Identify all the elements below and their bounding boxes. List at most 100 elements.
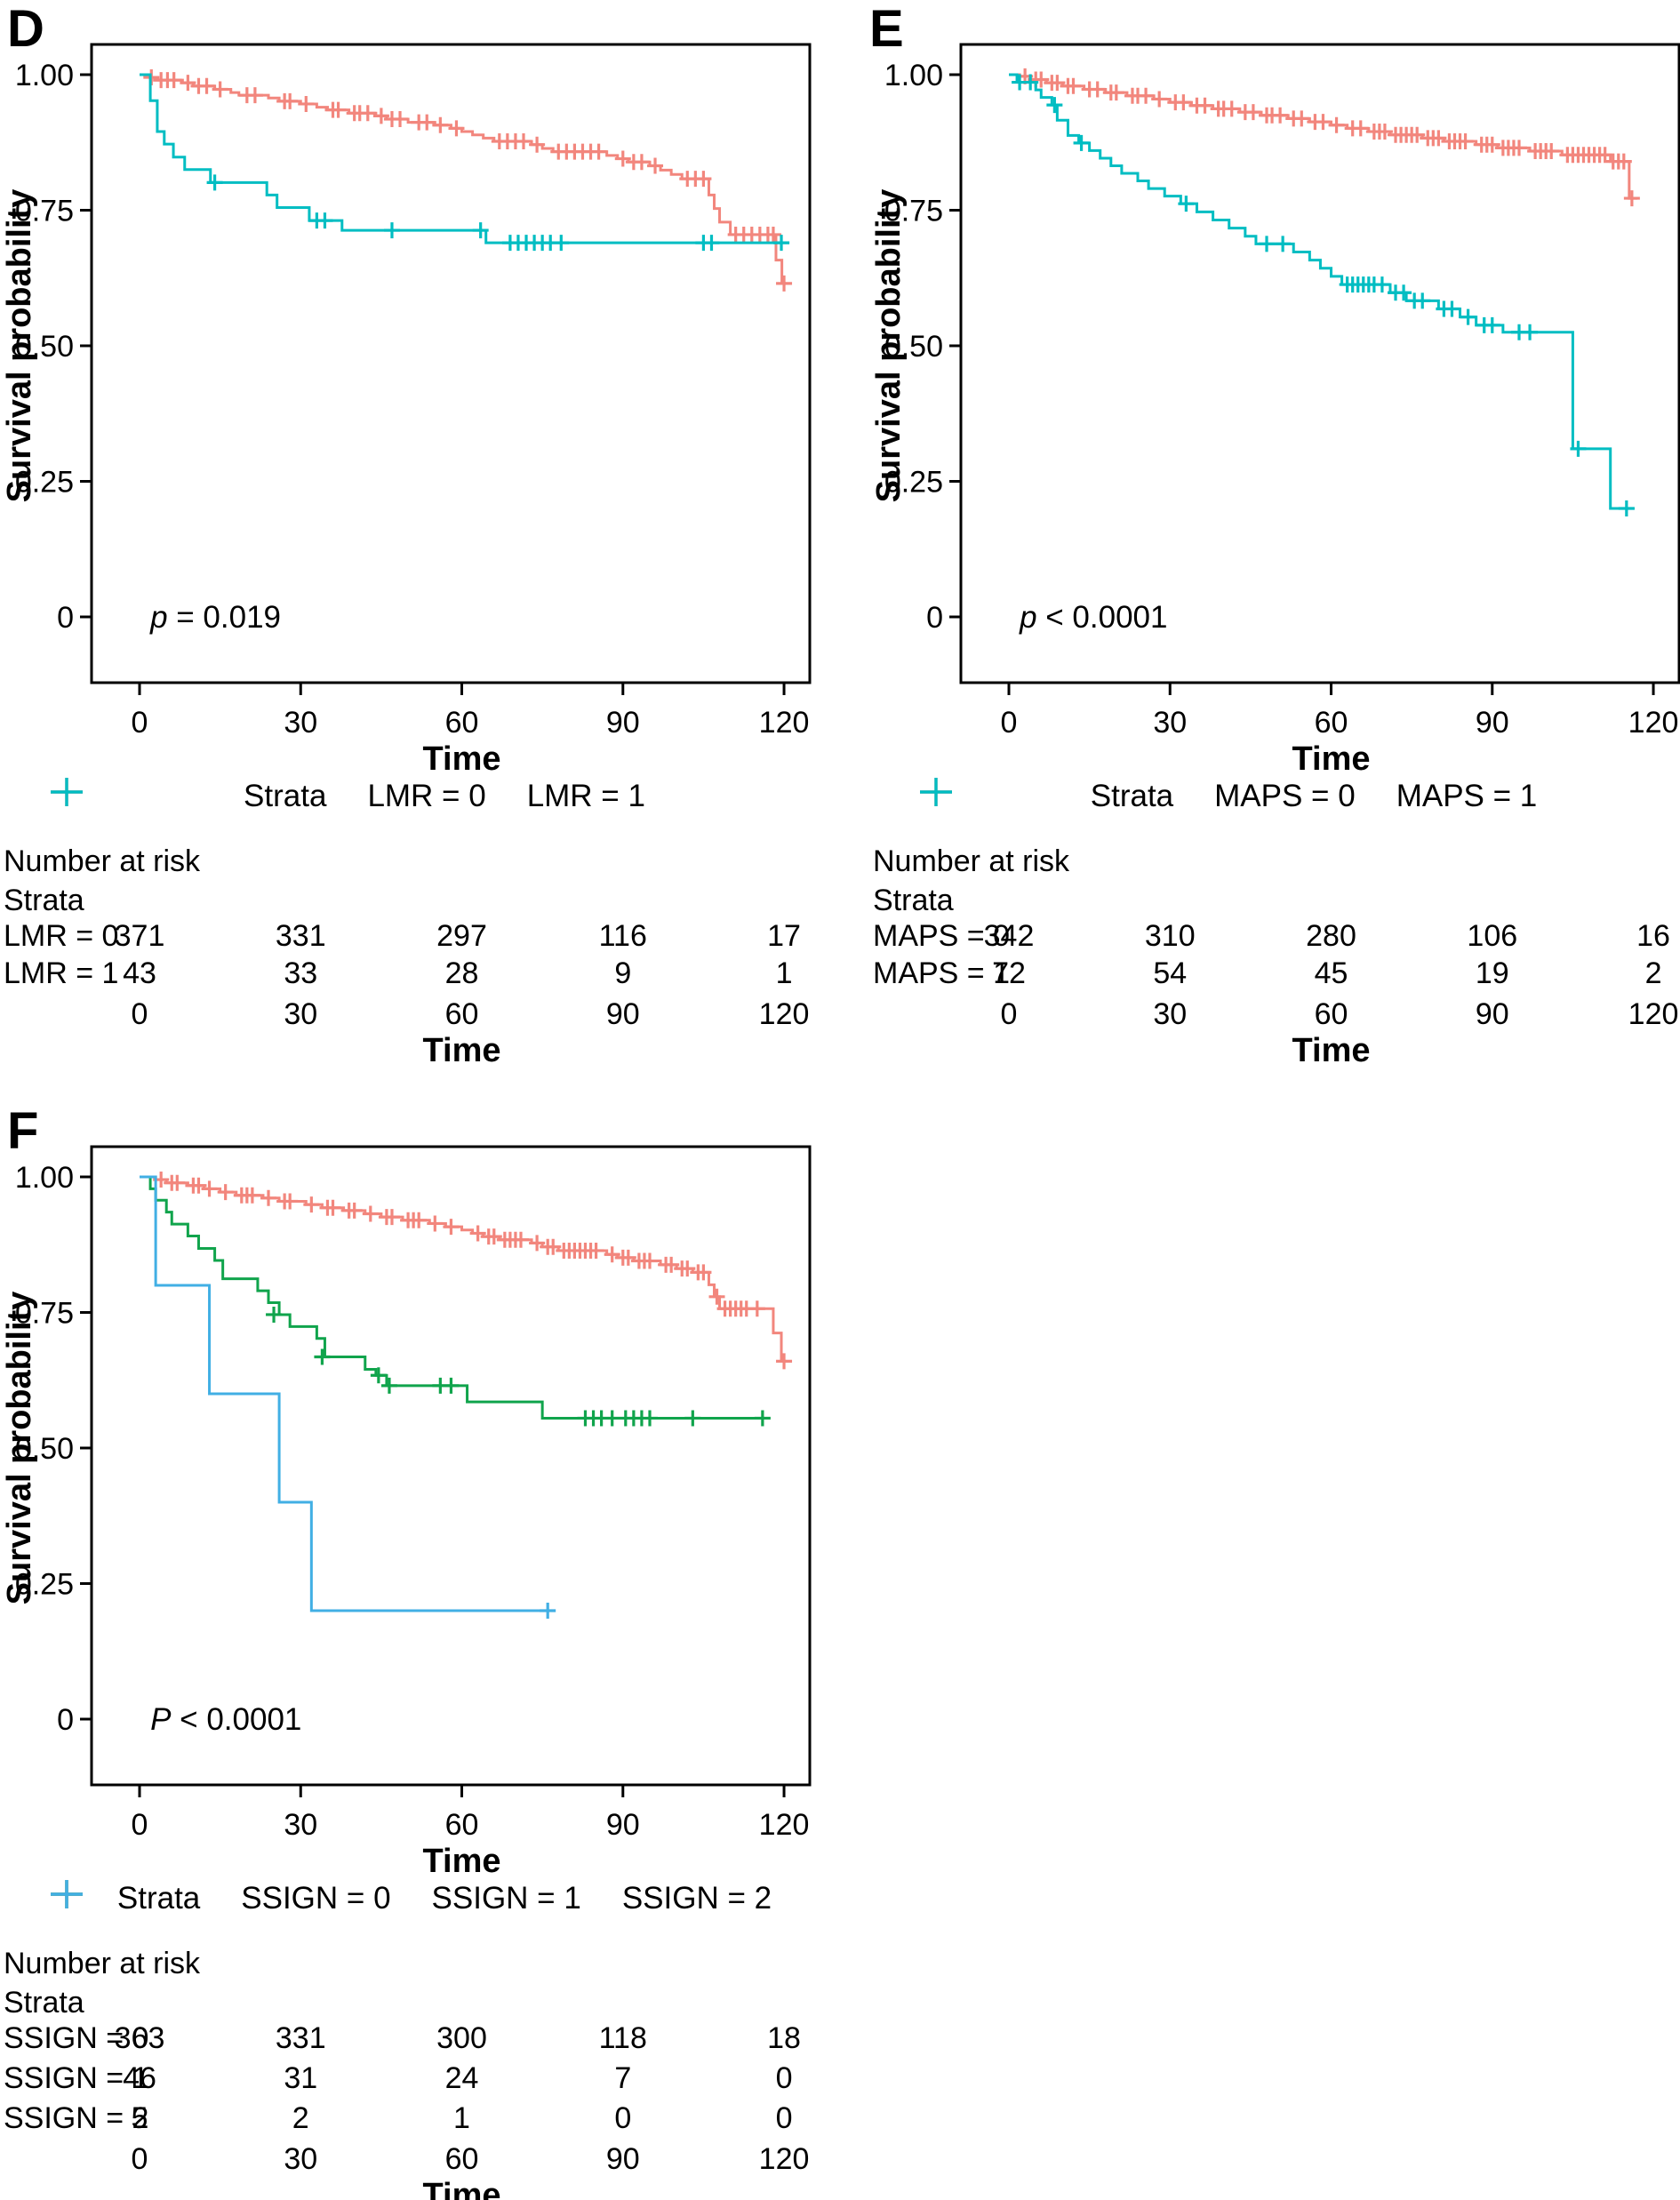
panel-D: D 1.00 0.75 0.50 0.25 0 Survival probability 0 3… (0, 0, 840, 1102)
risk-table-title: Number at risk (4, 1947, 201, 1980)
y-axis-title: Survival probability (1, 189, 38, 503)
risk-value: 1 (776, 956, 793, 990)
y-axis: 1.00 0.75 0.50 0.25 0 (15, 1161, 92, 1737)
risk-time-tick: 120 (1628, 997, 1679, 1031)
survival-curve-LMR-1 (140, 73, 790, 244)
y-tick-label: 0 (57, 1703, 74, 1737)
risk-row-label: MAPS = 0 (873, 919, 1010, 953)
survival-curve-SSIGN-2 (140, 1175, 554, 1612)
risk-value: 0 (776, 2061, 793, 2095)
risk-value: 2 (1645, 956, 1662, 990)
risk-value: 16 (1636, 919, 1670, 953)
legend-item-MAPS-1: MAPS = 1 (920, 778, 1538, 814)
risk-value: 5 (132, 2101, 148, 2135)
risk-value: 43 (123, 956, 156, 990)
risk-table-title: Number at risk (4, 844, 201, 878)
risk-value: 331 (276, 919, 326, 953)
legend-item-MAPS-0: MAPS = 0 (920, 778, 1356, 814)
y-axis-title: Survival probability (870, 189, 908, 503)
legend-item-SSIGN-0: SSIGN = 0 (51, 1880, 391, 1916)
risk-value: 371 (115, 919, 165, 953)
risk-time-tick: 90 (1476, 997, 1509, 1031)
x-axis-title: Time (423, 1843, 501, 1880)
p-value-label: p = 0.019 (149, 600, 281, 635)
censor-marks-MAPS-1 (1012, 74, 1635, 516)
p-value-label: p < 0.0001 (1019, 600, 1167, 635)
legend-item-SSIGN-2: SSIGN = 2 (51, 1880, 772, 1916)
panel-label-D: D (7, 0, 44, 58)
risk-value: 17 (767, 919, 801, 953)
y-tick-label: 0.25 (15, 1568, 74, 1602)
legend-item-label: SSIGN = 2 (621, 1881, 772, 1916)
plot-border (959, 43, 1680, 684)
legend-item-label: MAPS = 0 (1214, 779, 1356, 813)
strata-legend-F: Strata SSIGN = 0 SSIGN = 1 SSIGN = 2 (49, 1877, 840, 1920)
risk-value: 297 (436, 919, 487, 953)
risk-value: 363 (115, 2021, 165, 2055)
y-tick-label: 0.50 (15, 330, 74, 364)
risk-value: 31 (284, 2061, 317, 2095)
x-tick-label: 0 (132, 706, 148, 740)
risk-time-tick: 90 (606, 997, 640, 1031)
censor-marks-LMR-1 (206, 174, 790, 252)
x-tick-label: 30 (284, 706, 317, 740)
y-tick-label: 0.25 (15, 466, 74, 500)
plus-marker-icon (51, 778, 83, 806)
x-tick-label: 120 (759, 1808, 810, 1842)
risk-table-strata-label: Strata (873, 884, 954, 917)
risk-time-axis-title: Time (423, 1032, 501, 1069)
risk-time-tick: 0 (1001, 997, 1018, 1031)
risk-value: 18 (767, 2021, 801, 2055)
risk-time-tick: 30 (284, 2142, 317, 2176)
censor-marks-SSIGN-2 (540, 1603, 556, 1619)
legend-title: Strata (244, 779, 327, 813)
risk-time-tick: 60 (1315, 997, 1348, 1031)
y-tick-label: 0.50 (15, 1432, 74, 1466)
y-tick-label: 0.75 (15, 195, 74, 228)
risk-value: 300 (436, 2021, 487, 2055)
plot-border (90, 1145, 812, 1787)
legend-item-label: MAPS = 1 (1396, 779, 1538, 813)
risk-value: 9 (614, 956, 631, 990)
risk-time-tick: 120 (759, 997, 810, 1031)
strata-legend-E: Strata MAPS = 0 MAPS = 1 (918, 775, 1680, 818)
risk-value: 28 (445, 956, 479, 990)
risk-row-label: SSIGN = 2 (4, 2101, 148, 2135)
legend-item-label: LMR = 0 (367, 779, 486, 813)
x-axis-title: Time (1292, 740, 1371, 778)
survival-curve-SSIGN-0 (140, 1175, 788, 1363)
risk-value: 0 (614, 2101, 631, 2135)
x-tick-label: 60 (1315, 706, 1348, 740)
y-axis: 1.00 0.75 0.50 0.25 0 (884, 59, 961, 635)
x-axis-title: Time (423, 740, 501, 778)
panel-label-F: F (7, 1102, 38, 1160)
risk-value: 7 (614, 2061, 631, 2095)
plus-marker-icon (920, 778, 952, 806)
risk-value: 19 (1476, 956, 1509, 990)
risk-value: 33 (284, 956, 317, 990)
risk-time-tick: 120 (759, 2142, 810, 2176)
panel-D-chart: D1.00 0.75 0.50 0.25 0 Survival probability 0 3… (1, 0, 812, 1069)
y-tick-label: 0 (926, 601, 943, 635)
x-tick-label: 90 (606, 1808, 640, 1842)
legend-title: Strata (1090, 779, 1174, 813)
risk-value: 46 (123, 2061, 156, 2095)
x-tick-label: 60 (445, 706, 479, 740)
risk-row-label: MAPS = 1 (873, 956, 1010, 990)
legend-title: Strata (116, 1881, 201, 1916)
legend-item-LMR-0: LMR = 0 (51, 778, 486, 814)
strata-legend-D: Strata LMR = 0 LMR = 1 (49, 775, 840, 818)
risk-table-title: Number at risk (873, 844, 1070, 878)
risk-value: 116 (599, 919, 647, 953)
risk-value: 106 (1467, 919, 1517, 953)
y-axis-title: Survival probability (1, 1292, 38, 1605)
y-axis: 1.00 0.75 0.50 0.25 0 (15, 59, 92, 635)
risk-value: 310 (1145, 919, 1196, 953)
censor-marks-LMR-0 (143, 69, 793, 292)
risk-value: 0 (776, 2101, 793, 2135)
legend-item-label: SSIGN = 0 (241, 1881, 391, 1916)
